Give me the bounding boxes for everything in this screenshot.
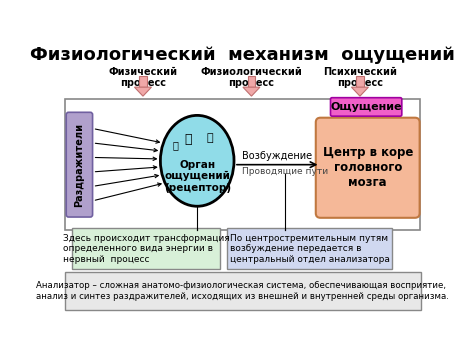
- Polygon shape: [135, 87, 152, 96]
- FancyBboxPatch shape: [64, 272, 421, 310]
- FancyBboxPatch shape: [316, 118, 419, 218]
- Text: 👁: 👁: [184, 133, 191, 146]
- Text: Проводящие пути: Проводящие пути: [242, 167, 328, 176]
- Polygon shape: [139, 76, 146, 87]
- Text: Возбуждение: Возбуждение: [242, 151, 312, 161]
- Text: Физический
процесс: Физический процесс: [109, 67, 177, 88]
- Polygon shape: [351, 87, 368, 96]
- Polygon shape: [248, 76, 255, 87]
- Text: Ощущение: Ощущение: [330, 102, 402, 112]
- Text: Здесь происходит трансформация
определенного вида энергии в
нервный  процесс: Здесь происходит трансформация определен…: [63, 234, 229, 264]
- Text: Физиологический  механизм  ощущений: Физиологический механизм ощущений: [30, 46, 456, 64]
- Text: По центростремительным путям
возбуждение передается в
центральный отдел анализат: По центростремительным путям возбуждение…: [229, 234, 390, 264]
- Text: Анализатор – сложная анатомо-физиологическая система, обеспечивающая восприятие,: Анализатор – сложная анатомо-физиологиче…: [36, 281, 449, 301]
- FancyBboxPatch shape: [66, 112, 92, 217]
- Polygon shape: [356, 76, 364, 87]
- FancyBboxPatch shape: [330, 98, 402, 116]
- Ellipse shape: [160, 115, 234, 206]
- Text: Раздражители: Раздражители: [74, 122, 84, 207]
- Text: Центр в коре
головного
мозга: Центр в коре головного мозга: [322, 146, 413, 189]
- FancyBboxPatch shape: [73, 228, 219, 269]
- Text: 👃: 👃: [173, 140, 178, 150]
- FancyBboxPatch shape: [65, 99, 420, 230]
- Text: 👂: 👂: [206, 133, 213, 143]
- Polygon shape: [243, 87, 260, 96]
- FancyBboxPatch shape: [228, 228, 392, 269]
- Text: Психический
процесс: Психический процесс: [323, 67, 397, 88]
- Text: Физиологический
процесс: Физиологический процесс: [201, 67, 302, 88]
- Text: Орган
ощущений
(рецептор): Орган ощущений (рецептор): [164, 159, 231, 193]
